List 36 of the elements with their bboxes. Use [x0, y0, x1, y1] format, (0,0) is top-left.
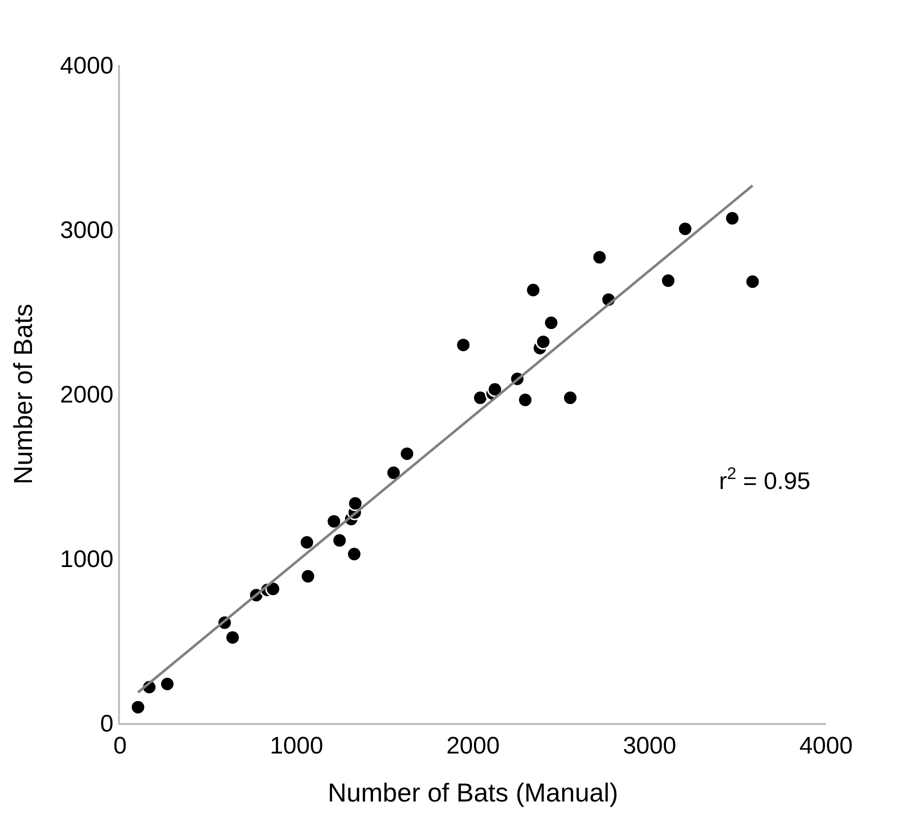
point: [224, 630, 240, 646]
y-tick-label: 4000: [60, 52, 114, 80]
x-tick-label: 2000: [446, 732, 500, 760]
point: [525, 282, 541, 298]
point: [562, 390, 578, 406]
point: [487, 382, 503, 398]
point: [724, 210, 740, 226]
point: [386, 465, 402, 481]
point: [677, 221, 693, 237]
point: [399, 446, 415, 462]
point: [348, 496, 364, 512]
point: [300, 568, 316, 584]
point: [456, 337, 472, 353]
point: [346, 546, 362, 562]
y-tick-label: 2000: [60, 381, 114, 408]
point: [130, 699, 146, 715]
y-axis-title: Number of Bats: [8, 304, 38, 484]
point: [660, 272, 676, 288]
x-tick-label: 1000: [270, 732, 324, 760]
y-tick-label: 0: [100, 710, 114, 738]
point: [536, 334, 551, 350]
y-tick-label: 1000: [60, 546, 114, 573]
point: [332, 532, 348, 548]
annotation: r$^{2}$ = 0.95: [719, 464, 810, 496]
point: [326, 514, 342, 530]
point: [543, 315, 559, 331]
x-axis-title: Number of Bats (Manual): [328, 778, 618, 808]
point: [299, 534, 315, 550]
x-tick-label: 4000: [799, 732, 853, 760]
point: [592, 250, 608, 266]
point: [517, 392, 533, 408]
point: [472, 390, 488, 406]
point: [160, 676, 176, 692]
point: [744, 274, 760, 290]
x-tick-label: 3000: [622, 732, 676, 760]
y-tick-label: 3000: [60, 216, 114, 244]
